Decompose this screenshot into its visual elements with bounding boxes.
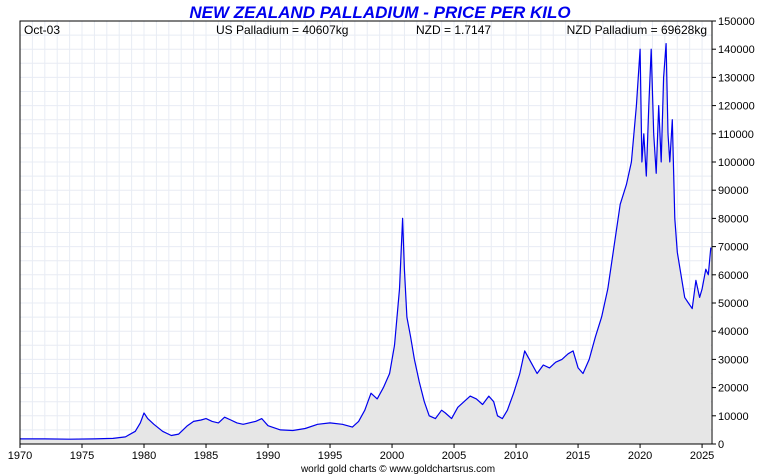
y-tick-label: 90000 xyxy=(718,185,749,197)
x-tick-label: 2020 xyxy=(628,450,652,462)
header-nzd-palladium: NZD Palladium = 69628kg xyxy=(567,23,707,37)
x-tick-label: 1970 xyxy=(8,450,32,462)
x-tick-label: 1990 xyxy=(256,450,280,462)
y-tick-label: 70000 xyxy=(718,242,749,254)
grid-lines xyxy=(19,20,712,445)
y-tick-label: 130000 xyxy=(718,72,755,84)
y-tick-label: 30000 xyxy=(718,354,749,366)
x-axis-ticks: 1970 1975 1980 1985 1990 1995 2000 2005 2010 2015… xyxy=(8,444,714,462)
price-line xyxy=(20,43,712,440)
y-tick-label: 60000 xyxy=(718,270,749,282)
y-tick-label: 140000 xyxy=(718,44,755,56)
y-tick-label: 80000 xyxy=(718,213,749,225)
chart-title: NEW ZEALAND PALLADIUM - PRICE PER KILO xyxy=(189,3,570,22)
x-tick-label: 1995 xyxy=(318,450,342,462)
x-tick-label: 1975 xyxy=(70,450,94,462)
header-us-palladium: US Palladium = 40607kg xyxy=(216,23,348,37)
x-tick-label: 2025 xyxy=(690,450,714,462)
x-tick-label: 2005 xyxy=(442,450,466,462)
price-area-fill xyxy=(20,43,711,444)
y-tick-label: 20000 xyxy=(718,383,749,395)
x-tick-label: 2015 xyxy=(566,450,590,462)
y-axis-ticks: 0 10000 20000 30000 40000 50000 60000 70000 8000… xyxy=(712,16,755,451)
x-tick-label: 2010 xyxy=(504,450,528,462)
y-tick-label: 100000 xyxy=(718,157,755,169)
y-tick-label: 40000 xyxy=(718,326,749,338)
y-tick-label: 50000 xyxy=(718,298,749,310)
y-tick-label: 0 xyxy=(718,439,724,451)
header-date: Oct-03 xyxy=(24,23,60,37)
x-tick-label: 2000 xyxy=(380,450,404,462)
header-nzd-rate: NZD = 1.7147 xyxy=(416,23,491,37)
y-tick-label: 110000 xyxy=(718,129,754,141)
y-tick-label: 150000 xyxy=(718,16,755,28)
x-tick-label: 1985 xyxy=(194,450,218,462)
plot-border xyxy=(19,20,713,445)
footer-credit: world gold charts © www.goldchartsrus.co… xyxy=(300,464,495,475)
y-tick-label: 10000 xyxy=(718,411,749,423)
y-tick-label: 120000 xyxy=(718,101,755,113)
x-tick-label: 1980 xyxy=(132,450,156,462)
